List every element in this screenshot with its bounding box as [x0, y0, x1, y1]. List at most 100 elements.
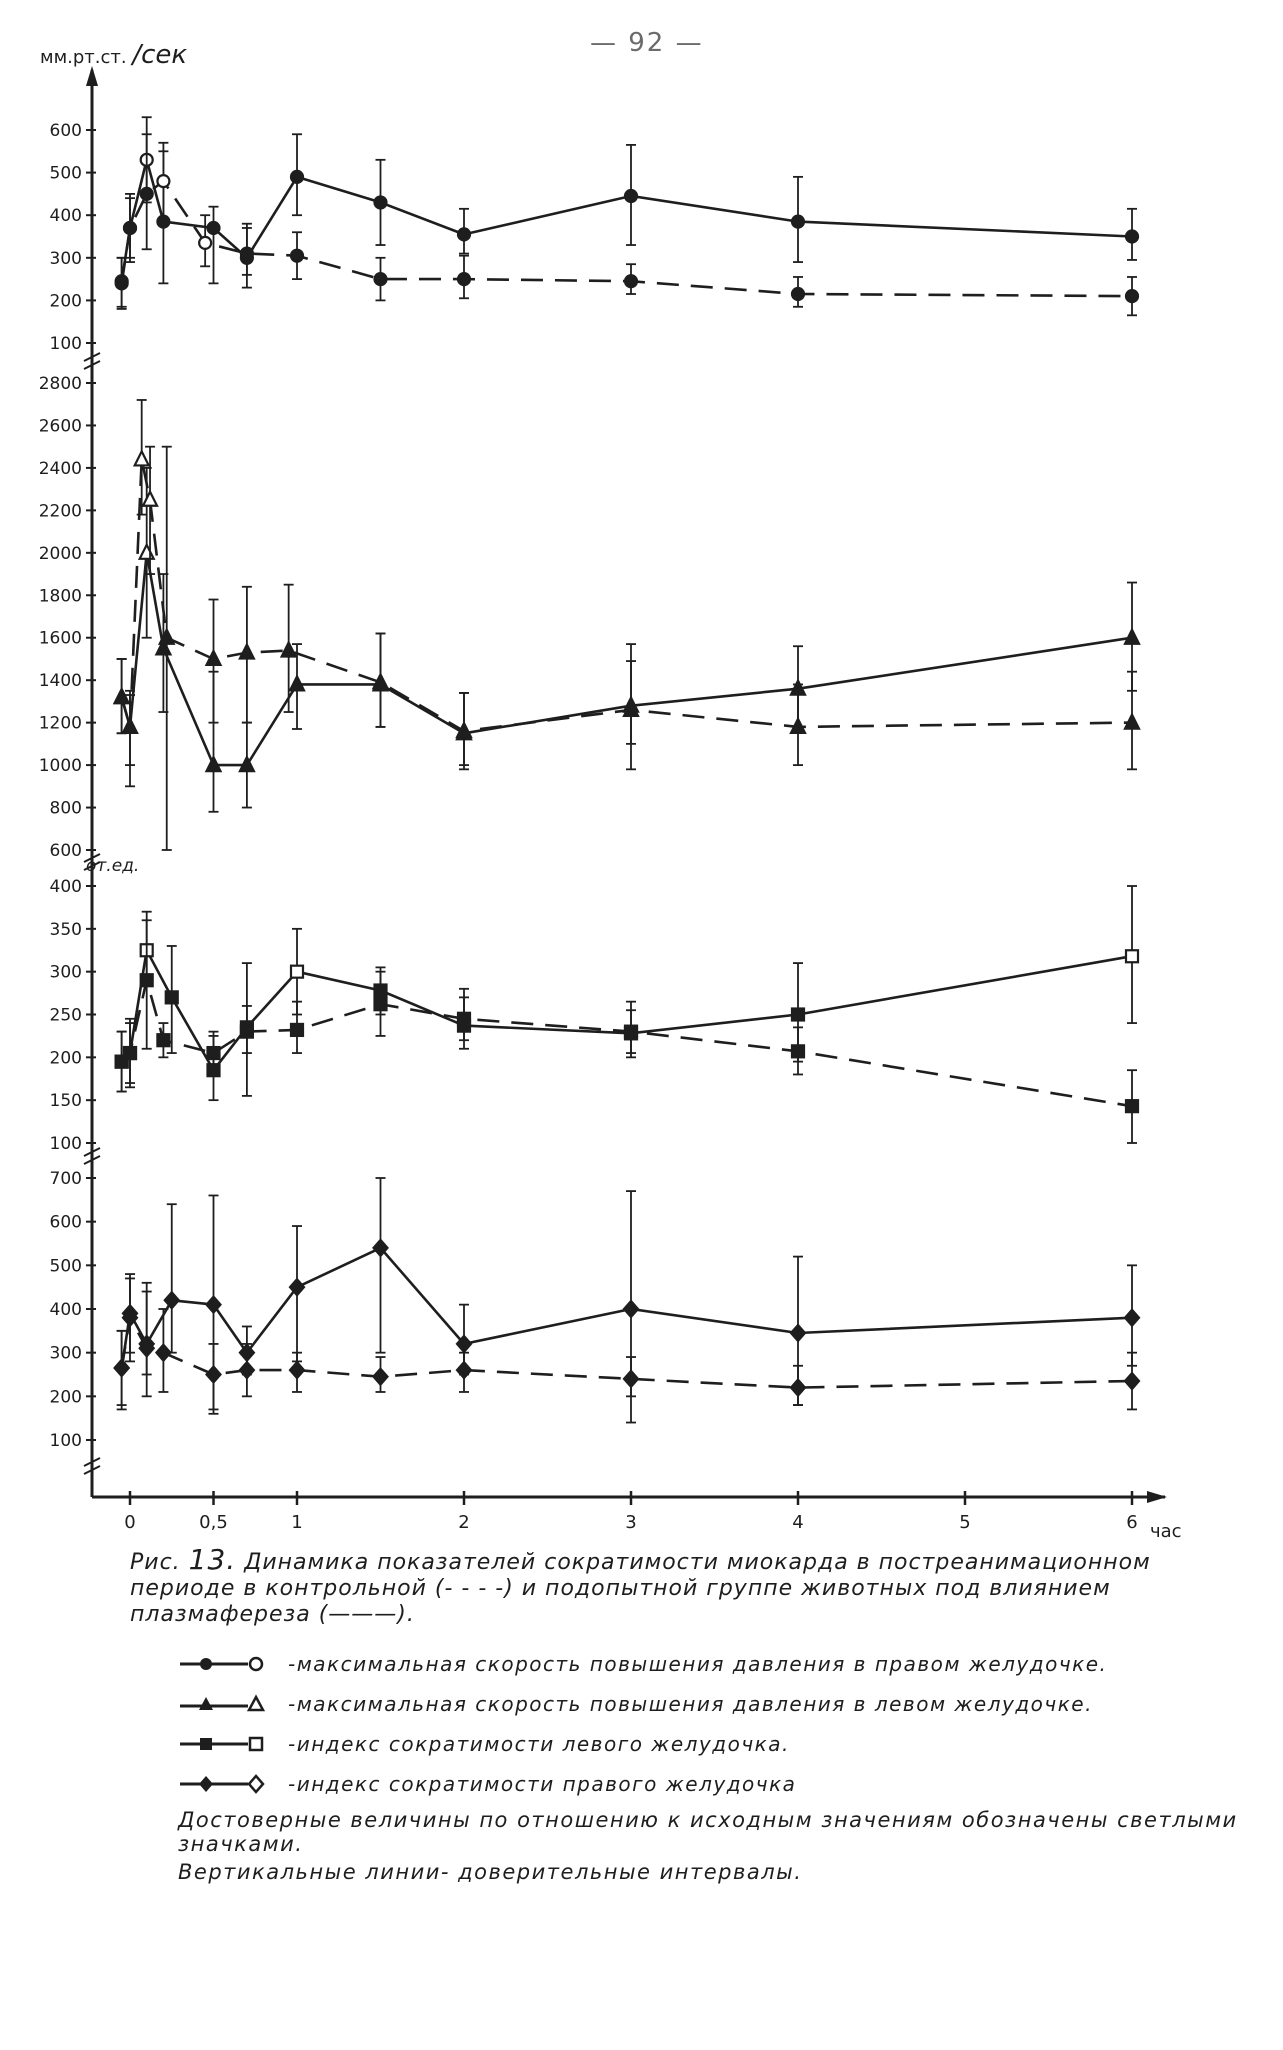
triangle-marker	[1123, 712, 1141, 730]
caption-prefix: Рис.	[130, 1550, 181, 1575]
circle-marker	[289, 248, 305, 263]
square-marker	[206, 1045, 221, 1061]
circle-marker	[139, 186, 154, 201]
triangle-marker	[238, 754, 256, 773]
square-marker	[790, 1044, 806, 1059]
triangle-marker	[288, 673, 306, 692]
diamond-marker	[1123, 1371, 1141, 1391]
diamond-marker	[205, 1294, 222, 1315]
circle-marker	[198, 235, 213, 250]
y-tick-label: 150	[50, 1091, 82, 1111]
diamond-marker	[238, 1360, 256, 1380]
circle-marker	[456, 227, 472, 242]
figure-notes: Достоверные величины по отношению к исхо…	[178, 1808, 1238, 1888]
series-line-experimental	[120, 158, 1133, 282]
y-tick-label: 2200	[39, 501, 82, 521]
legend-item-left-ventricle-rate: -максимальная скорость повышения давлени…	[178, 1684, 1258, 1724]
caption-text: Динамика показателей сократимости миокар…	[130, 1550, 1151, 1627]
diamond-marker	[455, 1360, 473, 1380]
square-marker	[156, 1033, 171, 1048]
legend-item-left-ventricle-index: -индекс сократимости левого желудочка.	[178, 1724, 1258, 1764]
diamond-marker	[113, 1358, 131, 1378]
triangle-marker	[137, 542, 156, 560]
y-tick-label: 2800	[39, 374, 82, 394]
y-tick-label: 400	[50, 206, 82, 226]
triangle-marker	[132, 448, 151, 467]
y-tick-label: 300	[50, 963, 82, 983]
triangle-marker	[112, 686, 131, 705]
y-tick-label: 100	[50, 334, 82, 354]
legend-label: -максимальная скорость повышения давлени…	[288, 1692, 1093, 1716]
axis-break-mark	[83, 1465, 101, 1475]
x-tick-label: 0	[124, 1512, 135, 1533]
y-tick-label: 350	[50, 920, 82, 940]
y-tick-label: 1800	[39, 586, 82, 606]
circle-marker	[790, 286, 806, 302]
axis-break-mark	[83, 1155, 101, 1165]
diamond-marker	[1123, 1308, 1141, 1328]
circle-marker	[373, 195, 388, 210]
circle-marker	[289, 169, 305, 184]
y-tick-label: 100	[50, 1431, 82, 1451]
series-line-experimental	[120, 551, 1133, 767]
square-marker	[456, 1011, 472, 1026]
y-tick-label: 400	[50, 1300, 82, 1320]
axis-break-mark	[83, 352, 101, 362]
legend-label: -индекс сократимости левого желудочка.	[288, 1732, 790, 1756]
triangle-marker	[455, 720, 473, 739]
note-intervals: Вертикальные линии- доверительные интерв…	[178, 1860, 803, 1884]
y-tick-label: 250	[50, 1006, 82, 1026]
square-marker	[1124, 949, 1140, 964]
triangle-marker	[371, 671, 390, 690]
diamond-marker	[789, 1377, 807, 1398]
x-tick-label: 0,5	[199, 1512, 228, 1533]
legend-circle-icon	[180, 1656, 264, 1672]
x-tick-label: 4	[792, 1512, 803, 1533]
y-tick-label: 1200	[39, 714, 82, 734]
square-marker	[139, 973, 154, 988]
diamond-marker	[622, 1369, 640, 1389]
diamond-marker	[205, 1364, 222, 1385]
square-marker	[289, 1022, 305, 1038]
y-tick-label: 600	[50, 1213, 82, 1233]
series-line-experimental	[120, 948, 1133, 1072]
triangle-marker	[622, 699, 640, 717]
axis-break-mark	[83, 360, 101, 370]
y-tick-label: 400	[50, 877, 82, 897]
legend-diamond-icon	[180, 1774, 265, 1794]
y-axis-unit-top: мм.рт.ст. /сек	[40, 40, 187, 70]
triangle-marker	[279, 640, 298, 658]
triangle-marker	[789, 716, 807, 734]
y-tick-label: 1600	[39, 629, 82, 649]
triangle-marker	[157, 627, 176, 645]
y-tick-label: 600	[50, 121, 82, 141]
square-marker	[623, 1024, 639, 1039]
x-tick-label: 3	[625, 1512, 636, 1533]
y-tick-label: 800	[50, 799, 82, 819]
page-number: — 92 —	[590, 28, 704, 58]
circle-marker	[114, 276, 129, 291]
y-tick-label: 2000	[39, 544, 82, 564]
y-tick-label: 2400	[39, 459, 82, 479]
circle-marker	[1124, 229, 1140, 244]
axis-break-mark	[83, 1457, 101, 1467]
triangle-marker	[204, 754, 223, 773]
diamond-marker	[121, 1308, 139, 1328]
diamond-marker	[163, 1290, 181, 1310]
x-tick-label: 1	[291, 1512, 302, 1533]
circle-marker	[206, 220, 221, 236]
y-axis-unit-relative: от.ед.	[86, 856, 140, 876]
y-tick-label: 2600	[39, 416, 82, 436]
x-tick-label: 5	[959, 1512, 970, 1533]
triangle-marker	[238, 642, 256, 660]
note-significance: Достоверные величины по отношению к исхо…	[178, 1808, 1238, 1856]
y-tick-label: 700	[50, 1169, 82, 1189]
square-marker	[1124, 1099, 1140, 1114]
square-marker	[373, 997, 388, 1012]
circle-marker	[623, 188, 639, 204]
circle-marker	[790, 214, 806, 229]
x-axis-arrow	[1147, 1491, 1167, 1503]
y-axis-unit-big: /сек	[132, 40, 188, 70]
series-line-control	[120, 978, 1133, 1108]
square-marker	[289, 964, 305, 979]
